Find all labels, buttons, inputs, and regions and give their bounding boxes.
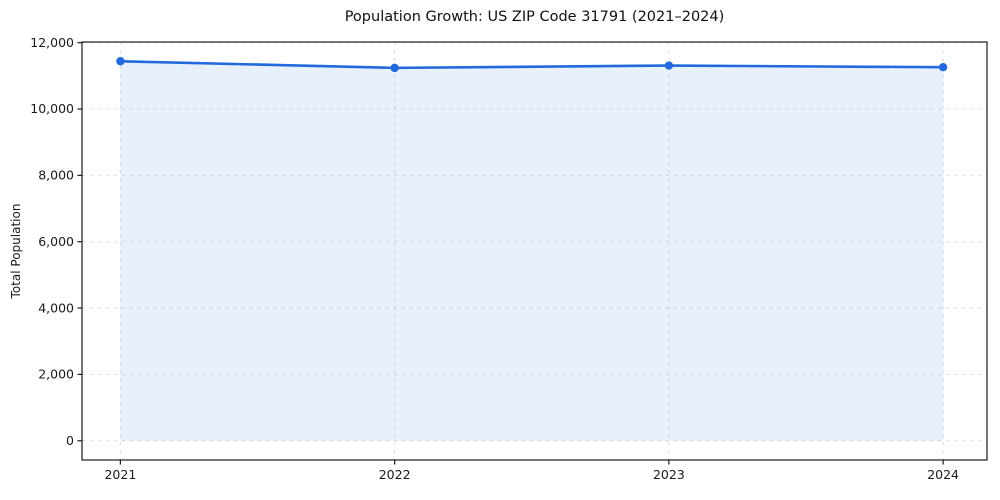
line-series — [119, 59, 945, 70]
y-tick-label: 10,000 — [30, 101, 74, 116]
y-tick-label: 2,000 — [38, 367, 74, 382]
data-point-2023 — [664, 61, 674, 70]
y-tick-label: 12,000 — [30, 35, 74, 50]
plot-border — [81, 41, 988, 461]
x-tick-label: 2022 — [379, 467, 411, 482]
data-point-2022 — [390, 63, 399, 73]
data-point-2021 — [116, 57, 125, 66]
data-point-2024 — [938, 63, 948, 72]
y-tick-label: 4,000 — [38, 300, 74, 315]
chart-title: Population Growth: US ZIP Code 31791 (20… — [344, 9, 725, 25]
y-tick-label: 8,000 — [38, 168, 74, 183]
x-tick-label: 2021 — [104, 467, 136, 482]
y-tick-label: 6,000 — [38, 234, 74, 249]
area-fill — [120, 61, 944, 441]
x-tick-label: 2023 — [653, 467, 685, 482]
x-tick-label: 2024 — [927, 467, 959, 482]
y-tick-label: 0 — [66, 433, 74, 448]
